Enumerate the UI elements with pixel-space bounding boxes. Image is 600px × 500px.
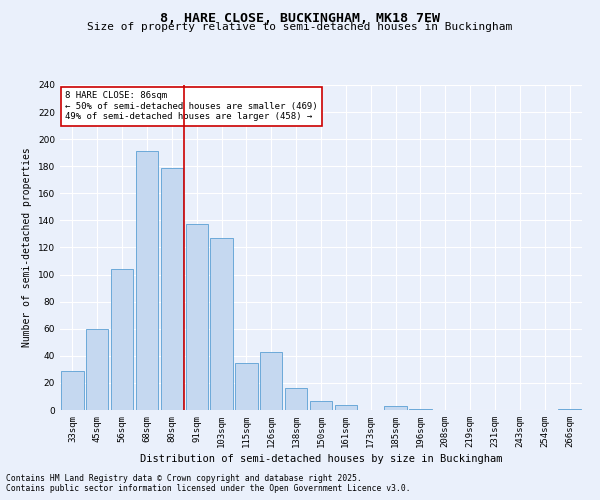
Y-axis label: Number of semi-detached properties: Number of semi-detached properties <box>22 148 32 348</box>
Bar <box>385 406 407 410</box>
Bar <box>285 388 307 410</box>
Bar <box>61 370 83 410</box>
Bar <box>310 400 332 410</box>
Bar <box>185 224 208 410</box>
Bar <box>235 362 257 410</box>
Bar <box>211 238 233 410</box>
Text: 8 HARE CLOSE: 86sqm
← 50% of semi-detached houses are smaller (469)
49% of semi-: 8 HARE CLOSE: 86sqm ← 50% of semi-detach… <box>65 92 318 122</box>
X-axis label: Distribution of semi-detached houses by size in Buckingham: Distribution of semi-detached houses by … <box>140 454 502 464</box>
Bar <box>559 408 581 410</box>
Bar <box>409 408 431 410</box>
Bar <box>136 152 158 410</box>
Bar <box>260 352 283 410</box>
Text: Size of property relative to semi-detached houses in Buckingham: Size of property relative to semi-detach… <box>88 22 512 32</box>
Bar <box>161 168 183 410</box>
Bar <box>111 269 133 410</box>
Text: Contains HM Land Registry data © Crown copyright and database right 2025.: Contains HM Land Registry data © Crown c… <box>6 474 362 483</box>
Bar <box>86 329 109 410</box>
Bar <box>335 404 357 410</box>
Text: 8, HARE CLOSE, BUCKINGHAM, MK18 7EW: 8, HARE CLOSE, BUCKINGHAM, MK18 7EW <box>160 12 440 26</box>
Text: Contains public sector information licensed under the Open Government Licence v3: Contains public sector information licen… <box>6 484 410 493</box>
